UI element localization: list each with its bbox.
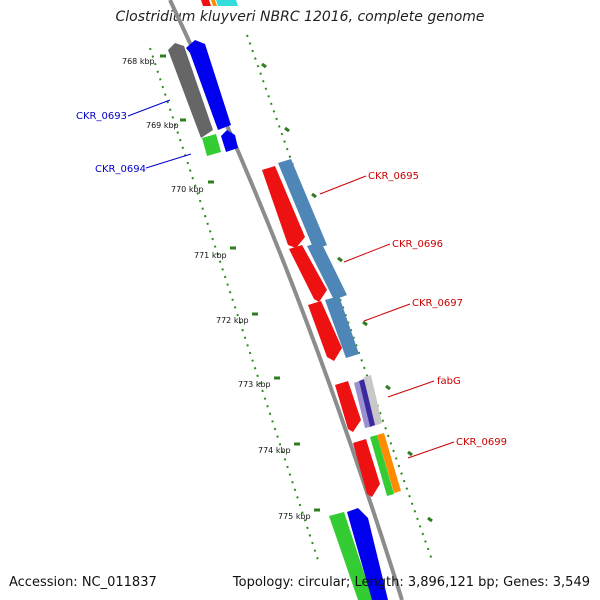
gene-ckr-0696-steel[interactable] [307, 242, 347, 300]
lane-dash [261, 62, 267, 69]
gene-top-red[interactable] [201, 0, 211, 6]
tick-label-768: 768 kbp [122, 57, 155, 66]
tick-774: 774 kbp [258, 442, 300, 455]
tick-773: 773 kbp [238, 376, 280, 389]
gene-ckr-0695[interactable] [262, 166, 305, 248]
lane-dash [427, 516, 433, 523]
tick-769: 769 kbp [146, 118, 186, 130]
tick-label-773: 773 kbp [238, 380, 271, 389]
label-fabg[interactable]: fabG [437, 376, 461, 387]
gene-top-orange[interactable] [211, 0, 217, 6]
label-ckr-0696[interactable]: CKR_0696 [392, 239, 443, 250]
gene-ckr-0695-steel[interactable] [278, 159, 327, 250]
gene-ckr-0694[interactable] [202, 134, 221, 156]
lane-dash [337, 256, 343, 263]
gene-ckr-0699-orange[interactable] [377, 433, 401, 493]
accession-text: Accession: NC_011837 [9, 575, 157, 590]
tick-label-770: 770 kbp [171, 185, 204, 194]
lane-dash [385, 384, 391, 391]
lane-dash [311, 192, 317, 199]
gene-ckr-0697[interactable] [308, 301, 342, 361]
gene-ckr-0699[interactable] [353, 439, 380, 497]
leader-ckr-0699 [407, 441, 455, 459]
leader-ckr-0693 [127, 99, 171, 117]
tick-770: 770 kbp [171, 180, 214, 194]
gene-fabg-lavender[interactable] [354, 381, 370, 428]
leader-ckr-0694 [145, 153, 192, 169]
gene-fabg-indigo[interactable] [359, 379, 375, 427]
right-lane-dashes [261, 62, 433, 523]
leader-ckr-0697 [363, 303, 411, 322]
leader-ckr-0695 [319, 175, 367, 195]
leader-fabg [387, 380, 435, 398]
lane-dash [284, 126, 290, 133]
gene-left-blue-1[interactable] [186, 40, 231, 130]
tick-771: 771 kbp [194, 246, 236, 260]
tick-772: 772 kbp [216, 312, 258, 325]
map-title: Clostridium kluyveri NBRC 12016, complet… [115, 9, 485, 25]
tick-768: 768 kbp [122, 54, 166, 66]
label-ckr-0699[interactable]: CKR_0699 [456, 437, 507, 448]
gene-left-blue-2[interactable] [221, 130, 238, 152]
label-ckr-0694[interactable]: CKR_0694 [95, 164, 146, 175]
left-lane-dotted-border [149, 47, 319, 561]
gene-fabg[interactable] [335, 381, 361, 432]
tick-775: 775 kbp [278, 508, 320, 521]
gene-ckr-0697-steel[interactable] [325, 296, 359, 358]
gene-top-cyan[interactable] [216, 0, 238, 6]
tick-label-775: 775 kbp [278, 512, 311, 521]
label-ckr-0697[interactable]: CKR_0697 [412, 298, 463, 309]
gene-bottom-blue[interactable] [347, 508, 388, 600]
label-ckr-0693[interactable]: CKR_0693 [76, 111, 127, 122]
gene-ckr-0696[interactable] [289, 245, 327, 302]
tick-label-772: 772 kbp [216, 316, 249, 325]
tick-label-774: 774 kbp [258, 446, 291, 455]
tick-label-771: 771 kbp [194, 251, 227, 260]
gene-bottom-green[interactable] [329, 512, 373, 600]
lane-dash [362, 320, 368, 327]
tick-label-769: 769 kbp [146, 121, 179, 130]
gene-ckr-0699-green[interactable] [370, 435, 394, 496]
gene-fabg-silver[interactable] [364, 375, 382, 426]
label-ckr-0695[interactable]: CKR_0695 [368, 171, 419, 182]
leader-ckr-0696 [343, 243, 391, 263]
gene-ckr-0693[interactable] [168, 43, 213, 138]
topology-text: Topology: circular; Length: 3,896,121 bp… [232, 575, 590, 590]
lane-dash [407, 450, 413, 457]
